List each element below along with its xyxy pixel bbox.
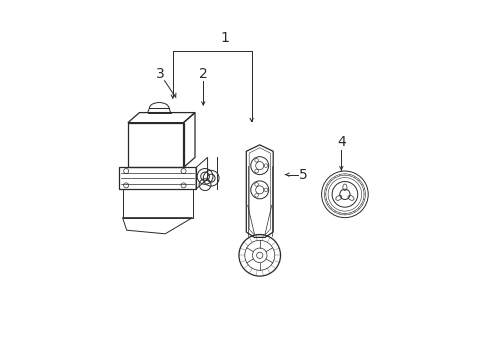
Text: 1: 1 (220, 31, 229, 45)
Text: 2: 2 (199, 67, 207, 81)
Text: 3: 3 (156, 67, 164, 81)
Text: 5: 5 (299, 168, 307, 182)
Text: 4: 4 (336, 135, 345, 149)
